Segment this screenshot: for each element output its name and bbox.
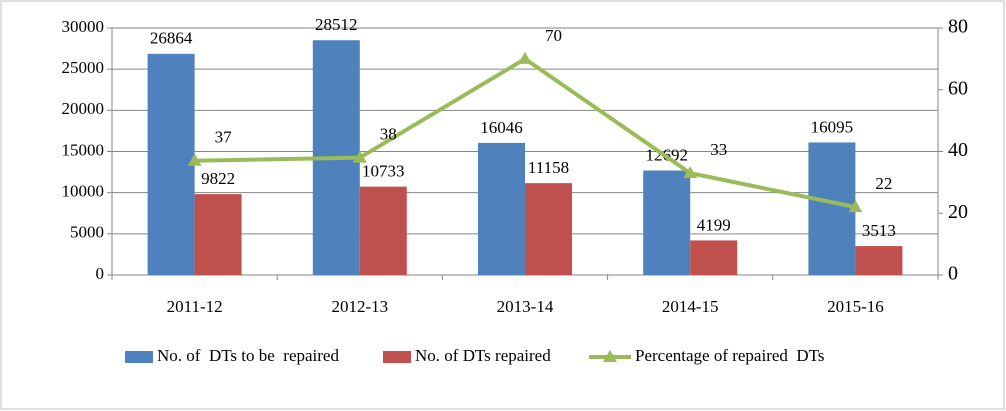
x-tick-label: 2013-14 xyxy=(497,297,554,316)
y-tick-label: 25000 xyxy=(62,58,105,77)
legend-marker xyxy=(603,350,617,362)
bar xyxy=(194,194,242,275)
x-tick-label: 2015-16 xyxy=(827,297,884,316)
bar xyxy=(808,142,856,275)
x-tick-label: 2012-13 xyxy=(331,297,388,316)
x-tick-label: 2011-12 xyxy=(167,297,223,316)
marker xyxy=(518,51,532,64)
data-label: 16095 xyxy=(811,117,854,136)
bar xyxy=(643,170,691,275)
y-tick-label: 15000 xyxy=(62,140,105,159)
data-label: 33 xyxy=(710,140,727,159)
marker xyxy=(848,200,863,213)
data-label: 10733 xyxy=(362,162,405,181)
data-label: 9822 xyxy=(201,169,235,188)
data-label: 38 xyxy=(380,125,397,144)
data-label: 70 xyxy=(545,26,562,45)
data-label: 4199 xyxy=(697,215,731,234)
bar xyxy=(525,183,572,275)
bar xyxy=(478,142,525,275)
marker xyxy=(683,166,698,179)
bar xyxy=(690,240,738,275)
y-tick-label: 20000 xyxy=(62,99,105,118)
y-tick-label: 0 xyxy=(96,264,105,283)
data-label: 26864 xyxy=(150,29,193,48)
y-tick-label: 30000 xyxy=(62,17,105,36)
bar xyxy=(359,186,407,275)
legend-swatch xyxy=(125,351,153,363)
data-label: 37 xyxy=(215,128,233,147)
data-label: 16046 xyxy=(480,118,523,137)
legend-label: Percentage of repaired DTs xyxy=(635,346,825,365)
data-label: 28512 xyxy=(315,15,358,34)
legend-label: No. of DTs to be repaired xyxy=(157,346,339,365)
y2-tick-label: 20 xyxy=(948,201,968,223)
data-label: 11158 xyxy=(528,158,569,177)
bar xyxy=(147,53,195,275)
y-tick-label: 10000 xyxy=(62,182,105,201)
y2-tick-label: 0 xyxy=(948,263,958,285)
x-tick-label: 2014-15 xyxy=(662,297,719,316)
y2-tick-label: 80 xyxy=(948,16,968,38)
y-tick-label: 5000 xyxy=(70,223,104,242)
y2-tick-label: 40 xyxy=(948,139,968,161)
data-label: 3513 xyxy=(862,221,896,240)
data-label: 22 xyxy=(875,174,892,193)
legend-swatch xyxy=(383,351,411,363)
marker xyxy=(187,153,202,166)
marker xyxy=(352,150,367,163)
legend-label: No. of DTs repaired xyxy=(415,346,551,365)
y2-tick-label: 60 xyxy=(948,77,968,99)
bar xyxy=(855,246,903,275)
